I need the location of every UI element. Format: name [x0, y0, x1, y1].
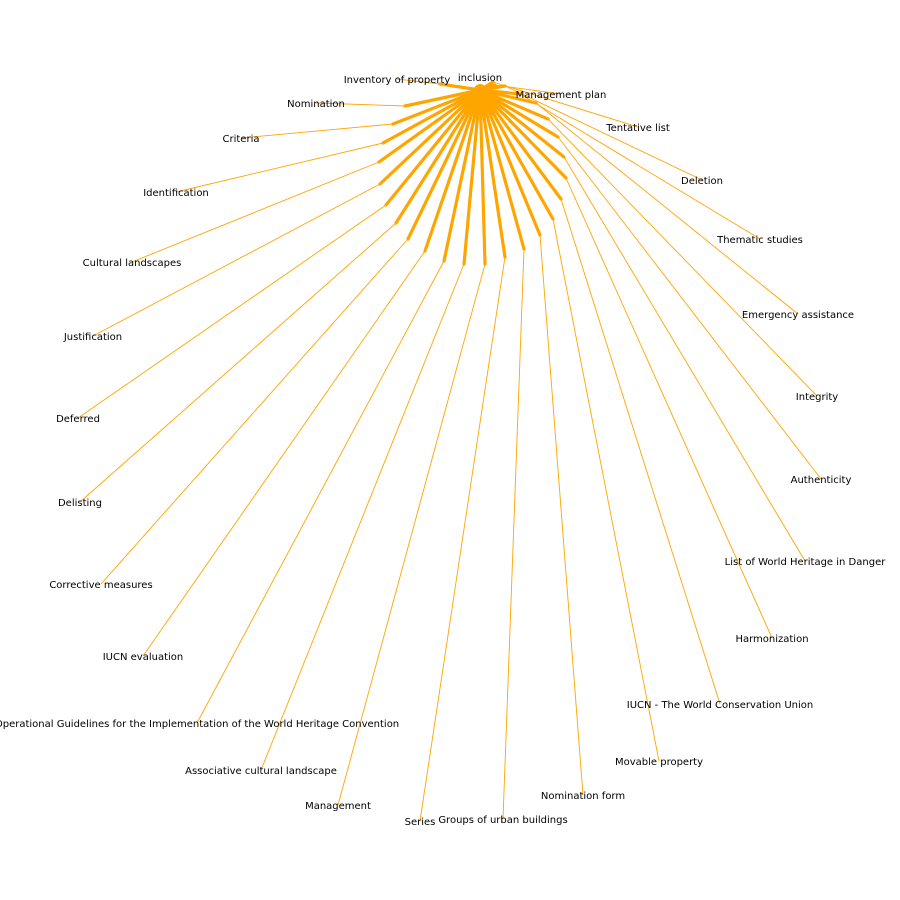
node-label: Nomination form [541, 791, 625, 802]
label-layer: inclusion Inventory of property Nominatio… [0, 73, 886, 828]
node-label: Justification [63, 332, 122, 343]
edge-thin-22 [535, 102, 799, 315]
edge-thin-17 [560, 198, 721, 705]
node-label: Movable property [615, 757, 703, 768]
node-label: Cultural landscapes [83, 258, 182, 269]
node-label: Groups of urban buildings [438, 815, 567, 826]
node-label: Operational Guidelines for the Implement… [0, 719, 399, 730]
edge-thick-5 [378, 88, 482, 186]
edge-thin-14 [502, 248, 525, 820]
edge-thick-4 [377, 88, 482, 164]
edge-thick-0 [438, 82, 482, 92]
node-label: Delisting [58, 498, 102, 509]
edge-thin-21 [547, 118, 818, 397]
node-label: Harmonization [735, 634, 808, 645]
node-label: Emergency assistance [742, 310, 854, 321]
edge-thick-1 [403, 88, 482, 108]
edge-thick-11 [462, 88, 482, 266]
edge-thick-7 [394, 88, 482, 225]
node-label: Management plan [516, 90, 607, 101]
edge-thick-6 [384, 88, 482, 207]
edge-thin-4 [131, 161, 380, 263]
node-label: Integrity [796, 392, 839, 403]
edge-thin-0 [396, 78, 441, 85]
node-label: List of World Heritage in Danger [725, 557, 887, 568]
edge-layer [77, 78, 822, 822]
edge-thin-10 [196, 260, 445, 724]
node-label: Corrective measures [49, 580, 152, 591]
node-label: Inventory of property [344, 75, 451, 86]
node-label: IUCN - The World Conservation Union [627, 700, 814, 711]
edge-thin-11 [260, 263, 465, 771]
node-label: Associative cultural landscape [185, 766, 337, 777]
edge-thin-23 [519, 93, 761, 240]
edge-thin-7 [79, 222, 397, 503]
edge-thin-2 [240, 123, 394, 139]
edge-thin-24 [504, 85, 703, 181]
edge-thin-18 [565, 177, 773, 639]
node-label: Nomination [287, 99, 345, 110]
edge-thin-26 [494, 84, 562, 95]
edge-thin-1 [315, 102, 406, 107]
edge-thick-17 [478, 88, 563, 201]
node-label: Deferred [56, 414, 100, 425]
edge-thin-5 [92, 183, 381, 337]
hub-node [474, 84, 486, 96]
edge-thick-14 [478, 88, 526, 251]
edge-thick-21 [478, 88, 550, 121]
edge-thick-20 [478, 88, 560, 139]
edge-thin-16 [552, 218, 660, 762]
node-label: Tentative list [605, 123, 670, 134]
node-label: Criteria [223, 134, 260, 145]
hub-label: inclusion [458, 73, 502, 84]
edge-thin-3 [175, 142, 384, 193]
node-label: Series [405, 817, 436, 828]
edge-thick-19 [478, 88, 566, 159]
edge-thick-23 [478, 88, 522, 96]
edge-thick-9 [423, 88, 482, 253]
node-label: Authenticity [791, 475, 852, 486]
edge-thin-8 [100, 238, 409, 585]
edge-thick-15 [478, 88, 542, 237]
edge-thin-15 [539, 234, 584, 796]
edge-thick-2 [391, 88, 482, 126]
node-label: Management [305, 801, 371, 812]
edge-thin-25 [492, 81, 639, 128]
edge-thick-3 [381, 88, 482, 145]
edge-thick-10 [442, 88, 482, 263]
edge-thin-13 [419, 256, 506, 822]
edge-thick-18 [478, 88, 568, 180]
edge-thin-20 [557, 136, 822, 480]
node-label: Deletion [681, 176, 723, 187]
edge-thin-9 [142, 250, 426, 657]
edge-thick-13 [478, 88, 507, 259]
node-label: Thematic studies [716, 235, 803, 246]
edge-thick-16 [478, 88, 555, 221]
edge-thin-6 [77, 204, 387, 419]
edge-thin-12 [337, 263, 486, 806]
edge-thick-8 [406, 88, 482, 241]
edge-thick-12 [478, 88, 487, 266]
node-label: Identification [143, 188, 209, 199]
node-label: IUCN evaluation [103, 652, 184, 663]
edge-thin-19 [563, 156, 806, 562]
